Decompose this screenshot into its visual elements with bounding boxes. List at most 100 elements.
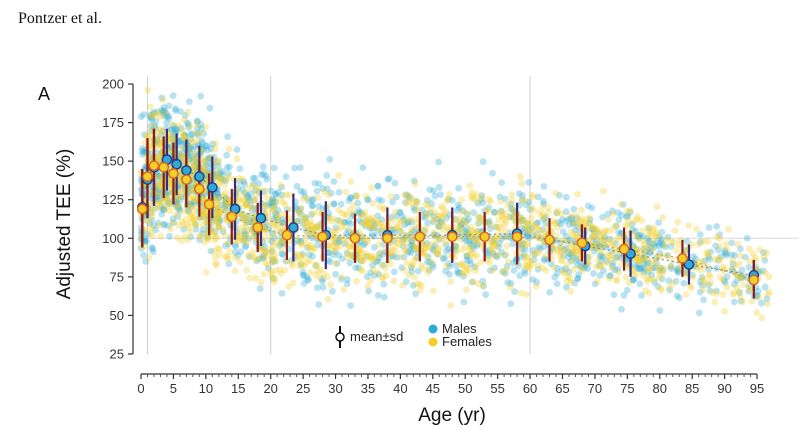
female-point xyxy=(172,211,180,219)
male-point xyxy=(224,133,232,141)
female-point xyxy=(508,191,516,199)
male-point xyxy=(224,164,231,171)
male-point xyxy=(640,260,648,268)
male-point xyxy=(466,233,474,241)
female-point xyxy=(405,198,412,205)
female-point xyxy=(458,196,466,204)
female-point xyxy=(251,195,259,203)
male-point xyxy=(696,288,704,296)
female-point xyxy=(199,221,207,229)
female-point xyxy=(723,246,731,254)
female-point xyxy=(216,210,224,218)
male-point xyxy=(452,262,460,269)
male-point xyxy=(651,243,659,251)
male-point xyxy=(269,258,276,266)
female-point xyxy=(440,210,448,218)
female-point xyxy=(540,229,548,237)
female-point xyxy=(209,228,216,236)
female-point xyxy=(332,237,340,245)
female-point xyxy=(707,279,715,287)
male-point xyxy=(410,204,418,212)
female-point xyxy=(614,235,621,242)
female-point xyxy=(278,210,286,218)
female-point xyxy=(182,215,190,223)
male-point xyxy=(390,268,398,276)
male-point xyxy=(405,218,412,226)
male-point xyxy=(596,242,603,250)
female-point xyxy=(502,227,510,235)
male-point xyxy=(343,280,351,288)
female-point xyxy=(401,246,409,254)
male-point xyxy=(233,146,241,154)
female-point xyxy=(175,122,182,129)
male-point xyxy=(651,264,658,272)
female-point xyxy=(615,269,623,276)
female-mean-point xyxy=(226,211,238,222)
male-mean-point xyxy=(171,158,182,170)
x-tick-label: 85 xyxy=(685,381,699,396)
male-point xyxy=(611,266,619,274)
male-point xyxy=(243,200,250,208)
male-point xyxy=(262,172,270,180)
male-point xyxy=(214,169,222,177)
male-point xyxy=(531,250,539,258)
male-point xyxy=(426,266,433,274)
male-point xyxy=(240,178,248,185)
female-point xyxy=(261,205,269,213)
female-point xyxy=(382,272,390,279)
female-point xyxy=(465,266,473,273)
male-point xyxy=(173,126,181,134)
female-point xyxy=(149,122,157,130)
female-point xyxy=(192,162,200,170)
male-point xyxy=(673,266,681,274)
female-point xyxy=(365,220,372,228)
male-point xyxy=(162,109,170,117)
female-point xyxy=(419,250,427,258)
male-point xyxy=(255,255,263,263)
male-point xyxy=(319,278,326,285)
male-point xyxy=(150,222,158,229)
female-point xyxy=(739,298,746,306)
male-point xyxy=(154,219,162,227)
female-point xyxy=(283,257,291,265)
female-point xyxy=(302,219,310,227)
female-point xyxy=(716,235,723,242)
female-point xyxy=(506,283,514,291)
female-point xyxy=(624,216,632,224)
x-tick-label: 25 xyxy=(296,381,310,396)
female-point xyxy=(314,208,321,216)
female-point xyxy=(346,243,353,250)
male-point xyxy=(673,292,681,300)
female-point xyxy=(551,220,558,228)
male-point xyxy=(634,260,642,268)
female-point xyxy=(236,196,244,204)
female-point xyxy=(719,290,727,298)
male-point xyxy=(695,309,703,317)
male-point xyxy=(356,208,364,216)
male-point xyxy=(443,247,450,255)
female-point xyxy=(306,257,313,265)
female-point xyxy=(552,232,560,240)
male-point xyxy=(445,260,453,267)
female-point xyxy=(157,232,165,240)
male-point xyxy=(518,253,525,261)
male-point xyxy=(268,238,275,245)
female-point xyxy=(269,221,277,229)
female-point xyxy=(522,241,530,248)
male-point xyxy=(200,130,208,138)
male-point xyxy=(431,192,439,200)
male-point xyxy=(504,279,512,287)
female-point xyxy=(658,287,665,294)
male-point xyxy=(194,131,202,139)
male-point xyxy=(521,267,528,275)
female-point xyxy=(315,224,323,232)
female-point xyxy=(243,226,251,234)
female-point xyxy=(213,218,221,226)
male-point xyxy=(683,238,691,245)
male-point xyxy=(404,219,412,227)
female-point xyxy=(644,266,652,274)
male-point xyxy=(400,253,408,261)
female-point xyxy=(593,277,601,285)
male-point xyxy=(147,150,155,158)
female-point xyxy=(243,202,251,209)
